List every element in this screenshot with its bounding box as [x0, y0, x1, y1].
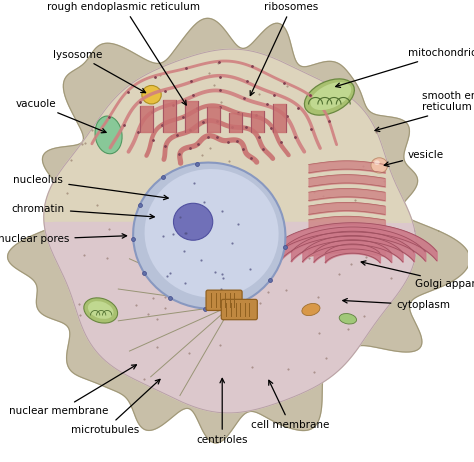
Text: microtubules: microtubules [71, 379, 160, 435]
Text: rough endoplasmic reticulum: rough endoplasmic reticulum [47, 1, 201, 105]
Text: vesicle: vesicle [384, 150, 444, 166]
Polygon shape [44, 222, 416, 413]
Text: cell membrane: cell membrane [251, 380, 329, 430]
Text: Golgi apparatus: Golgi apparatus [361, 261, 474, 289]
Text: vacuole: vacuole [16, 99, 106, 133]
Text: nuclear pores: nuclear pores [0, 234, 127, 244]
FancyBboxPatch shape [221, 299, 257, 320]
Ellipse shape [310, 82, 351, 110]
Polygon shape [44, 49, 416, 413]
Ellipse shape [95, 116, 122, 154]
Text: cytoplasm: cytoplasm [343, 298, 450, 310]
FancyBboxPatch shape [206, 290, 242, 310]
Text: chromatin: chromatin [12, 204, 155, 219]
Ellipse shape [84, 298, 118, 323]
Polygon shape [8, 18, 470, 443]
Ellipse shape [88, 301, 113, 319]
Ellipse shape [374, 160, 380, 165]
Text: mitochondrion: mitochondrion [336, 48, 474, 87]
Ellipse shape [145, 169, 279, 298]
Text: lysosome: lysosome [53, 49, 146, 93]
Ellipse shape [142, 85, 161, 104]
Ellipse shape [133, 163, 285, 309]
Ellipse shape [173, 203, 213, 240]
Text: smooth endoplasmice
reticulum: smooth endoplasmice reticulum [375, 91, 474, 132]
Ellipse shape [371, 158, 388, 173]
Ellipse shape [302, 304, 320, 316]
Text: centrioles: centrioles [196, 378, 248, 445]
Ellipse shape [339, 314, 356, 324]
Ellipse shape [304, 79, 355, 115]
Text: ribosomes: ribosomes [250, 1, 319, 96]
Text: nuclear membrane: nuclear membrane [9, 365, 137, 416]
Text: nucleolus: nucleolus [13, 175, 168, 200]
